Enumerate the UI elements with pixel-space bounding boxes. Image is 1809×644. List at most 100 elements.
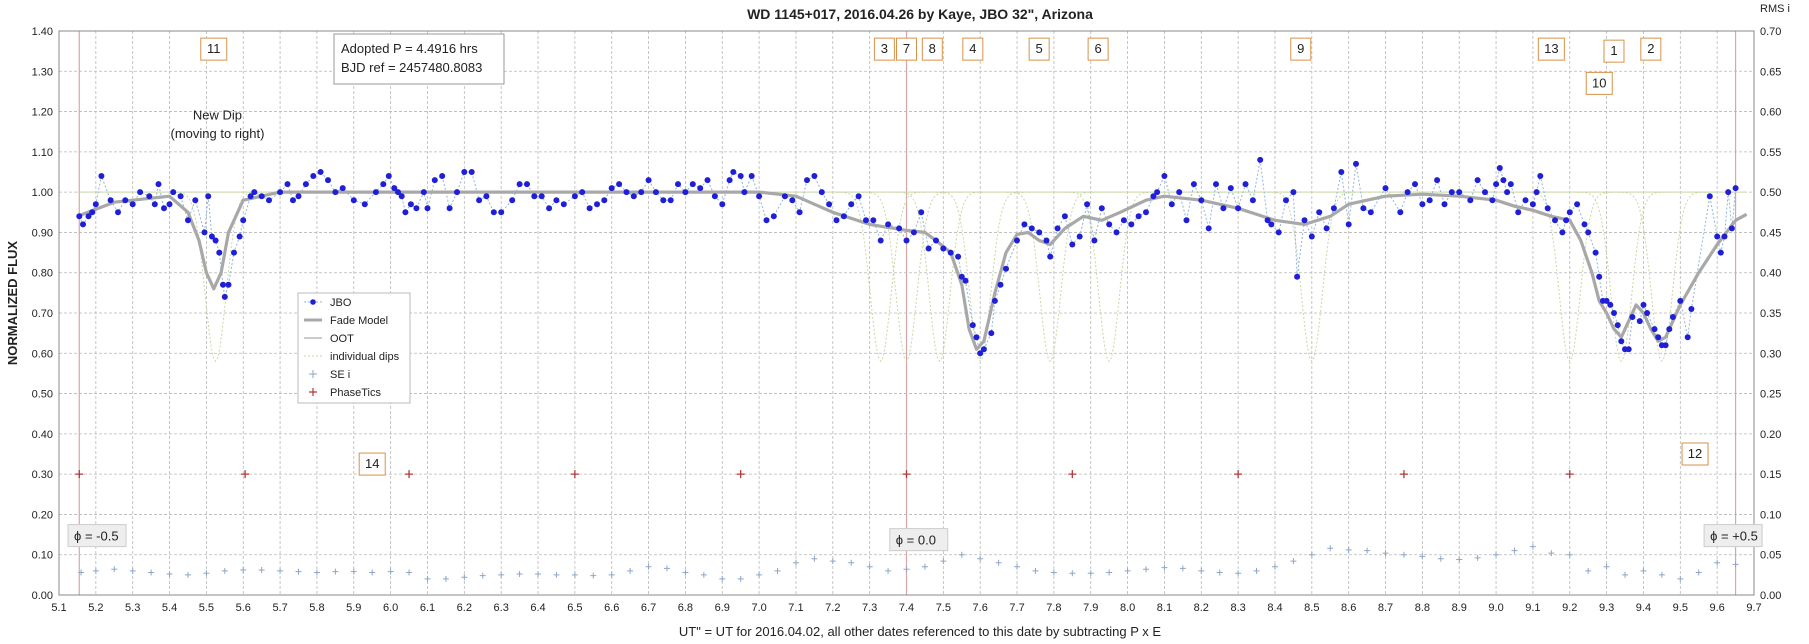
x-tick-label: 7.3	[862, 602, 877, 614]
jbo-point	[490, 209, 497, 216]
se-i-point	[1493, 551, 1500, 558]
legend-item-jbo: JBO	[304, 297, 352, 309]
individual-dip-curve	[1064, 191, 1154, 363]
jbo-point	[1500, 177, 1507, 184]
jbo-point	[1585, 229, 1592, 236]
jbo-point	[1629, 314, 1636, 320]
y-tick-label: 1.00	[32, 187, 53, 199]
jbo-point	[516, 181, 523, 188]
jbo-point	[1290, 189, 1297, 196]
legend-item-individual-dips: individual dips	[304, 351, 400, 363]
jbo-point	[1684, 334, 1691, 341]
jbo-point	[1441, 201, 1448, 208]
x-tick-label: 6.3	[494, 602, 509, 614]
se-i-point	[1124, 567, 1131, 574]
jbo-point	[1592, 249, 1599, 256]
dip-label-text: 7	[903, 41, 910, 56]
phase-tic	[405, 470, 414, 479]
se-i-point	[1308, 551, 1315, 558]
jbo-point	[1625, 346, 1632, 353]
se-i-point	[111, 566, 118, 573]
y2-tick-label: 0.30	[1760, 348, 1781, 360]
jbo-point	[295, 193, 302, 200]
jbo-point	[711, 193, 718, 200]
jbo-point	[870, 217, 877, 224]
jbo-point	[1677, 297, 1684, 304]
jbo-point	[1552, 217, 1558, 224]
dip-label-13: 13	[1537, 37, 1565, 61]
jbo-point	[137, 189, 144, 196]
x-tick-label: 9.7	[1746, 602, 1761, 614]
jbo-point	[1353, 160, 1359, 167]
dip-label-text: 5	[1036, 41, 1043, 56]
jbo-point	[756, 193, 763, 200]
jbo-point	[910, 229, 917, 236]
jbo-point	[1257, 156, 1264, 163]
y-tick-label: 0.00	[32, 590, 53, 602]
jbo-point	[1176, 189, 1183, 196]
jbo-point	[1054, 225, 1061, 232]
jbo-point	[92, 201, 99, 208]
dip-label-box	[921, 37, 943, 61]
dip-label-text: 14	[365, 456, 379, 471]
phase-tic	[736, 470, 745, 479]
dip-label-7: 7	[896, 37, 917, 61]
jbo-point	[107, 197, 114, 204]
dip-label-4: 4	[962, 37, 984, 61]
se-i-point	[553, 571, 560, 578]
se-i-point	[608, 571, 615, 578]
jbo-point	[1382, 185, 1389, 192]
jbo-point	[682, 189, 689, 196]
jbo-point	[129, 201, 136, 208]
jbo-point	[1397, 209, 1404, 216]
jbo-point	[748, 173, 755, 179]
se-i-point	[479, 572, 486, 579]
x-tick-label: 6.2	[457, 602, 472, 614]
x-tick-label: 6.4	[530, 602, 545, 614]
y2-tick-label: 0.10	[1760, 509, 1781, 521]
jbo-point	[115, 209, 121, 216]
y-tick-label: 0.40	[32, 429, 53, 441]
jbo-point	[1308, 233, 1315, 240]
jbo-point	[361, 201, 368, 208]
se-i-point	[829, 558, 836, 565]
dip-label-box	[1640, 37, 1662, 61]
x-tick-label: 7.4	[899, 602, 914, 614]
jbo-point	[719, 201, 726, 208]
se-i-point	[1456, 556, 1463, 563]
jbo-point	[940, 245, 947, 252]
jbo-point	[546, 205, 553, 212]
jbo-point	[697, 185, 704, 192]
jbo-point	[560, 201, 567, 208]
jbo-point	[652, 189, 659, 196]
x-tick-label: 9.5	[1673, 602, 1688, 614]
y-tick-label: 1.10	[32, 147, 53, 159]
jbo-point	[1047, 253, 1054, 260]
individual-dip-curve	[1006, 191, 1095, 363]
jbo-point	[1504, 189, 1511, 196]
jbo-point	[1522, 197, 1529, 204]
x-tick-label: 7.9	[1083, 602, 1098, 614]
y-axis-label: NORMALIZED FLUX	[5, 241, 20, 366]
individual-dip-curve	[1617, 191, 1707, 363]
dip-label-8: 8	[921, 37, 943, 61]
jbo-point	[1294, 273, 1301, 280]
jbo-point	[1603, 297, 1610, 304]
jbo-point	[266, 197, 272, 204]
info-box-period: Adopted P = 4.4916 hrs	[341, 41, 478, 56]
jbo-point	[1098, 205, 1105, 212]
se-i-point	[792, 559, 799, 566]
jbo-point	[848, 201, 855, 208]
dip-label-box	[1585, 71, 1613, 95]
se-i-point	[1327, 545, 1334, 552]
jbo-point	[524, 181, 530, 188]
jbo-point	[1636, 318, 1643, 325]
jbo-point	[918, 209, 925, 216]
x-tick-label: 5.2	[88, 602, 103, 614]
jbo-point	[1205, 225, 1212, 232]
jbo-point	[958, 273, 965, 280]
jbo-point	[969, 322, 976, 329]
jbo-point	[763, 217, 770, 224]
new-dip-annotation: (moving to right)	[170, 126, 264, 141]
dip-label-text: 1	[1610, 43, 1617, 58]
